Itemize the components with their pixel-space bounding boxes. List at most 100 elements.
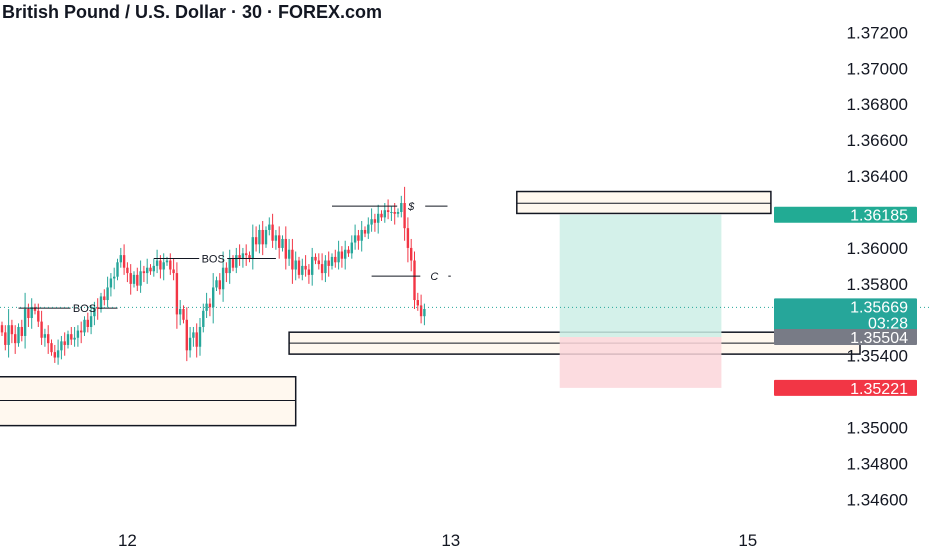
- candle-body: [390, 212, 393, 213]
- candle-body: [99, 296, 103, 310]
- candle-body: [284, 238, 287, 259]
- candle-body: [113, 276, 116, 279]
- candle-body: [320, 264, 324, 274]
- candle-body: [327, 260, 330, 266]
- candle-body: [400, 203, 403, 212]
- profit-target-area[interactable]: [559, 214, 722, 338]
- candle-body: [373, 219, 377, 223]
- candle-body: [245, 253, 248, 256]
- bos-annotation-label: BOS: [202, 254, 225, 266]
- zone-layer: [0, 190, 861, 427]
- price-tick-label: 1.34600: [847, 490, 908, 509]
- candle-body: [383, 210, 386, 218]
- candle-body: [66, 334, 70, 345]
- candle-body: [60, 341, 63, 351]
- candle-body: [311, 256, 314, 275]
- candle-body: [410, 247, 413, 261]
- candle-body: [198, 326, 202, 347]
- candle-body: [386, 210, 390, 212]
- candle-body: [297, 260, 301, 275]
- choch-annotation-label: C: [430, 271, 438, 283]
- candle-body: [80, 330, 83, 333]
- candle-body: [142, 271, 146, 274]
- candle-body: [149, 267, 152, 272]
- candle-body: [380, 213, 383, 218]
- candle-body: [287, 249, 291, 259]
- candle-body: [20, 326, 23, 336]
- candle-body: [169, 260, 172, 270]
- candle-body: [159, 260, 162, 270]
- candle-body: [126, 267, 129, 274]
- price-tick-label: 1.36400: [847, 167, 908, 186]
- candle-body: [225, 267, 228, 274]
- time-tick-label: 15: [738, 531, 757, 550]
- chart-title: British Pound / U.S. Dollar · 30 · FOREX…: [2, 2, 383, 22]
- candle-body: [4, 332, 7, 345]
- candle-body: [179, 309, 182, 315]
- candle-body: [218, 280, 221, 290]
- candle-body: [301, 265, 304, 275]
- candle-body: [330, 256, 334, 266]
- candle-body: [324, 260, 327, 274]
- candle-body: [129, 273, 132, 284]
- candle-body: [357, 235, 360, 241]
- price-tick-label: 1.36000: [847, 239, 908, 258]
- candle-body: [155, 260, 159, 266]
- candle-body: [37, 310, 40, 322]
- last-price-tag-text: 1.35669: [850, 299, 908, 316]
- candle-body: [103, 296, 106, 301]
- candle-body: [192, 332, 195, 338]
- candle-body: [122, 255, 126, 268]
- candle-body: [344, 249, 347, 259]
- candle-body: [393, 212, 396, 214]
- candle-body: [304, 265, 307, 270]
- candle-body: [413, 260, 416, 301]
- candle-body: [419, 305, 423, 317]
- candle-body: [261, 229, 264, 245]
- candle-body: [202, 310, 205, 327]
- price-tick-label: 1.34800: [847, 455, 908, 474]
- candle-body: [360, 229, 363, 241]
- candle-body: [7, 325, 10, 345]
- price-tick-label: 1.35000: [847, 419, 908, 438]
- candle-body: [212, 287, 215, 308]
- candle-body: [96, 307, 99, 310]
- candle-body: [56, 350, 60, 358]
- candle-body: [268, 224, 271, 230]
- time-axis[interactable]: 12 13 15: [118, 531, 757, 550]
- last-price-tag: [774, 298, 917, 333]
- candle-body: [406, 228, 410, 248]
- price-axis[interactable]: 1.37200 1.37000 1.36800 1.36600 1.36400 1.360…: [847, 23, 908, 509]
- candle-body: [165, 260, 169, 263]
- bos-annotation-label: BOS: [73, 303, 96, 315]
- time-tick-label: 12: [118, 531, 137, 550]
- candle-body: [172, 269, 175, 274]
- candle-body: [347, 249, 350, 254]
- candle-body: [215, 280, 218, 288]
- price-tick-label: 1.35800: [847, 275, 908, 294]
- candle-body: [10, 325, 14, 335]
- candle-body: [377, 213, 380, 223]
- target-price-tag-text: 1.36185: [850, 208, 908, 225]
- candle-body: [139, 271, 142, 286]
- annotation-layer: BOS BOS $ C: [18, 201, 451, 315]
- candle-body: [106, 287, 109, 301]
- liquidity-annotation-label: $: [407, 201, 415, 213]
- candle-body: [274, 235, 278, 241]
- candle-body: [281, 238, 284, 248]
- candle-body: [264, 229, 268, 245]
- candle-body: [340, 251, 344, 259]
- supply-demand-zone: [516, 190, 772, 215]
- stop-loss-area[interactable]: [559, 337, 722, 388]
- candle-body: [258, 229, 261, 245]
- candle-body: [416, 300, 419, 306]
- position-tool[interactable]: [559, 214, 722, 388]
- candle-body: [228, 258, 231, 274]
- candle-body: [221, 267, 225, 290]
- candle-body: [14, 334, 17, 344]
- candle-body: [367, 224, 370, 234]
- candle-series: [0, 186, 426, 365]
- candle-body: [86, 319, 89, 327]
- candle-body: [248, 255, 251, 259]
